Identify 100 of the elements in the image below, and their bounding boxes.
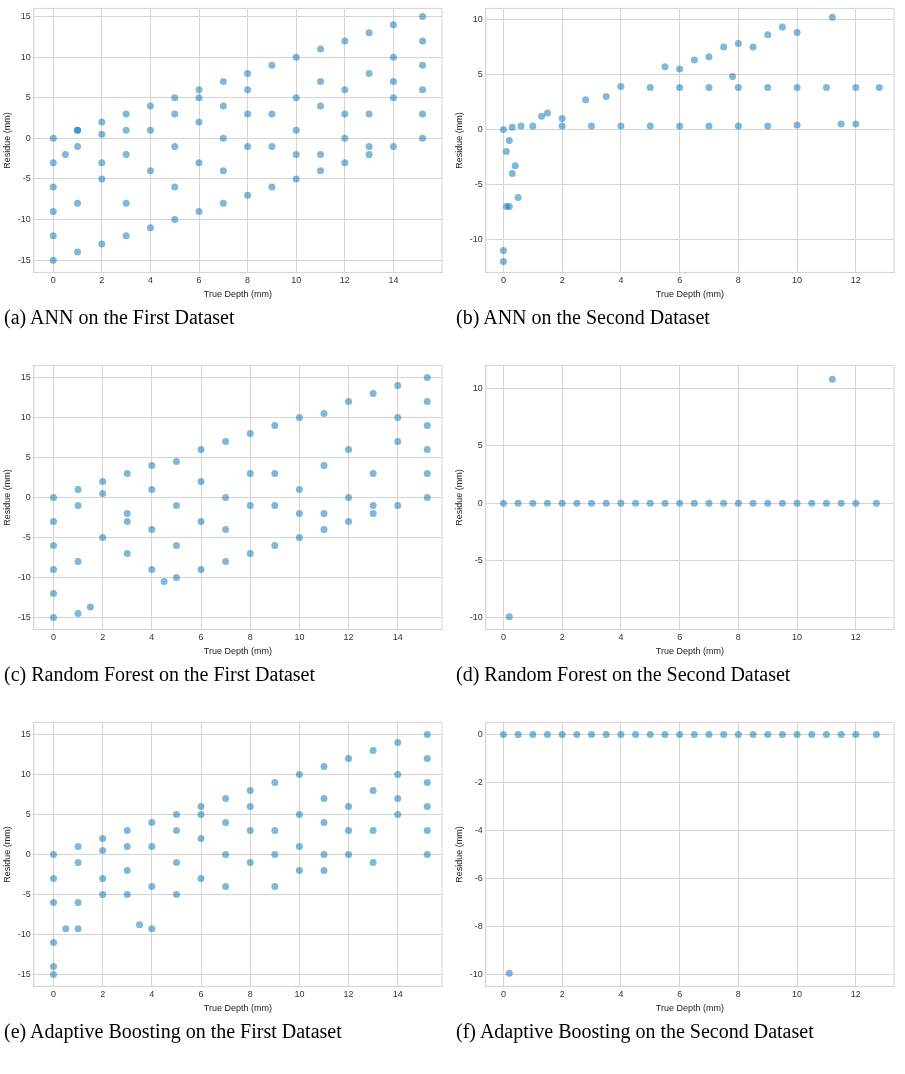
y-axis-title: Residue (mm) bbox=[453, 826, 464, 883]
point bbox=[646, 84, 654, 92]
point bbox=[632, 499, 640, 507]
point bbox=[749, 499, 757, 507]
point bbox=[502, 147, 510, 155]
text: (d) Random Forest on the Second Dataset bbox=[455, 663, 792, 685]
x-tick-label: 6 bbox=[198, 989, 204, 1000]
point bbox=[499, 125, 507, 133]
x-tick-label: 14 bbox=[388, 275, 399, 286]
y-tick-label: 0 bbox=[25, 491, 31, 502]
y-tick-label: 10 bbox=[472, 13, 483, 24]
x-axis-title: True Depth (mm) bbox=[203, 289, 272, 300]
point bbox=[573, 499, 581, 507]
x-tick-label: 10 bbox=[294, 632, 305, 643]
point bbox=[778, 23, 786, 31]
y-tick-label: -5 bbox=[474, 555, 483, 566]
point bbox=[822, 499, 830, 507]
y-tick-label: -5 bbox=[474, 178, 483, 189]
point bbox=[764, 122, 772, 130]
x-tick-label: 10 bbox=[792, 632, 803, 643]
y-tick-label: -4 bbox=[474, 824, 483, 835]
point bbox=[505, 613, 513, 621]
point bbox=[508, 169, 516, 177]
x-tick-label: 10 bbox=[294, 989, 305, 1000]
point bbox=[617, 499, 625, 507]
y-tick-label: -15 bbox=[17, 254, 31, 265]
x-tick-label: 4 bbox=[149, 989, 155, 1000]
x-tick-label: 2 bbox=[559, 989, 565, 1000]
y-tick-label: 5 bbox=[25, 451, 31, 462]
point bbox=[676, 499, 684, 507]
point bbox=[646, 122, 654, 130]
point bbox=[582, 96, 590, 104]
y-axis-title: Residue (mm) bbox=[1, 469, 12, 526]
x-tick-label: 2 bbox=[99, 275, 105, 286]
point bbox=[517, 122, 525, 130]
text: (b) ANN on the Second Dataset bbox=[455, 306, 711, 328]
point bbox=[508, 123, 516, 131]
point bbox=[793, 121, 801, 129]
point bbox=[499, 246, 507, 254]
point bbox=[676, 122, 684, 130]
point bbox=[617, 83, 625, 90]
y-tick-label: 15 bbox=[20, 371, 31, 382]
point bbox=[837, 120, 845, 128]
point bbox=[852, 84, 860, 92]
point bbox=[828, 375, 836, 383]
x-tick-label: 12 bbox=[343, 989, 354, 1000]
point bbox=[588, 499, 596, 507]
point bbox=[558, 122, 566, 130]
point bbox=[646, 499, 654, 507]
y-axis-title: Residue (mm) bbox=[1, 826, 12, 883]
x-tick-label: 0 bbox=[500, 632, 506, 643]
x-tick-label: 2 bbox=[100, 632, 106, 643]
x-axis-title: True Depth (mm) bbox=[655, 646, 724, 657]
point bbox=[499, 499, 507, 507]
text: (a) ANN on the First Dataset bbox=[3, 306, 236, 328]
point bbox=[690, 56, 698, 64]
y-tick-label: -8 bbox=[474, 920, 483, 931]
point bbox=[661, 63, 669, 71]
point bbox=[499, 257, 507, 265]
x-tick-label: 4 bbox=[618, 275, 624, 286]
x-tick-label: 8 bbox=[735, 275, 741, 286]
x-axis-title: True Depth (mm) bbox=[203, 646, 272, 657]
y-tick-label: 15 bbox=[20, 11, 31, 22]
point bbox=[511, 162, 519, 170]
point bbox=[720, 43, 728, 51]
point bbox=[828, 13, 836, 21]
point bbox=[734, 499, 742, 507]
y-tick-label: 10 bbox=[20, 51, 31, 62]
y-tick-label: 10 bbox=[20, 411, 31, 422]
x-tick-label: 12 bbox=[850, 632, 861, 643]
point bbox=[529, 122, 537, 130]
x-tick-label: 0 bbox=[50, 989, 56, 1000]
point bbox=[705, 122, 713, 130]
point bbox=[720, 499, 728, 507]
x-tick-label: 14 bbox=[392, 989, 403, 1000]
y-tick-label: -10 bbox=[17, 571, 31, 582]
point bbox=[514, 499, 522, 507]
point bbox=[558, 114, 566, 122]
point bbox=[875, 84, 883, 92]
x-tick-label: 4 bbox=[618, 632, 624, 643]
point bbox=[793, 84, 801, 92]
x-tick-label: 6 bbox=[677, 275, 683, 286]
y-tick-label: 0 bbox=[25, 848, 31, 859]
y-tick-label: 5 bbox=[477, 68, 483, 79]
x-tick-label: 12 bbox=[850, 275, 861, 286]
point bbox=[852, 120, 860, 128]
x-tick-label: 10 bbox=[291, 275, 302, 286]
x-tick-label: 8 bbox=[245, 275, 251, 286]
point bbox=[852, 499, 860, 507]
point bbox=[808, 499, 816, 507]
x-tick-label: 4 bbox=[149, 632, 155, 643]
y-tick-label: -10 bbox=[469, 612, 483, 623]
point bbox=[793, 29, 801, 37]
x-tick-label: 8 bbox=[735, 989, 741, 1000]
point bbox=[538, 112, 546, 120]
y-tick-label: 10 bbox=[472, 382, 483, 393]
point bbox=[749, 43, 757, 51]
y-tick-label: -10 bbox=[17, 214, 31, 225]
y-tick-label: 10 bbox=[20, 768, 31, 779]
x-tick-label: 10 bbox=[792, 275, 803, 286]
